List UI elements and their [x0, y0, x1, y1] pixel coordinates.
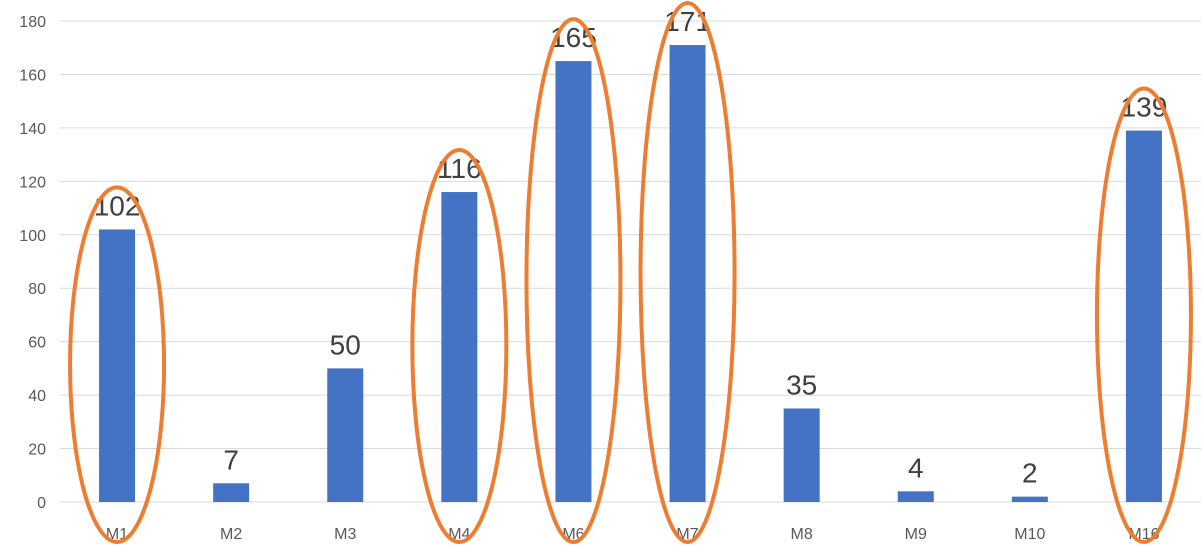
highlight-ellipses: [68, 1, 1193, 545]
x-tick-label: M3: [334, 526, 356, 543]
bar-m2: [213, 483, 250, 502]
bar-m6: [555, 61, 592, 502]
y-tick-label: 100: [19, 228, 46, 245]
highlight-ellipse-m7: [638, 1, 737, 544]
bar-m9: [897, 491, 934, 502]
data-label: 116: [437, 153, 482, 184]
data-label: 4: [908, 452, 924, 483]
y-tick-label: 0: [37, 495, 46, 512]
y-tick-label: 180: [19, 14, 46, 31]
x-tick-label: M9: [905, 526, 927, 543]
highlight-ellipse-m6: [524, 17, 623, 544]
x-tick-label: M8: [791, 526, 813, 543]
y-tick-label: 160: [19, 67, 46, 84]
bar-m1: [99, 229, 136, 502]
gridlines: [60, 20, 1201, 503]
bar-m3: [327, 368, 364, 502]
bar-m7: [669, 45, 706, 503]
y-axis-ticks: 0 20 40 60 80 100 120 140 160 180: [19, 14, 46, 512]
highlight-ellipse-m1: [68, 185, 167, 545]
x-tick-label: M2: [220, 526, 242, 543]
y-tick-label: 40: [28, 388, 46, 405]
highlight-ellipse-m4: [410, 148, 509, 544]
y-tick-label: 120: [19, 174, 46, 191]
bars: [99, 45, 1162, 503]
y-tick-label: 140: [19, 121, 46, 138]
data-label: 35: [786, 369, 817, 400]
x-axis-ticks: M1 M2 M3 M4 M6 M7 M8 M9 M10 M16: [106, 526, 1160, 543]
data-label: 139: [1121, 92, 1168, 123]
bar-m16: [1125, 130, 1162, 503]
x-tick-label: M10: [1014, 526, 1045, 543]
bar-m8: [783, 408, 820, 502]
data-label: 2: [1022, 458, 1038, 489]
y-tick-label: 20: [28, 442, 46, 459]
y-tick-label: 60: [28, 335, 46, 352]
highlight-ellipse-m16: [1094, 86, 1193, 544]
bar-m10: [1011, 496, 1048, 502]
data-label: 102: [94, 190, 141, 221]
y-tick-label: 80: [28, 281, 46, 298]
data-label: 7: [223, 444, 239, 475]
data-label: 50: [330, 329, 361, 360]
bar-m4: [441, 192, 478, 502]
